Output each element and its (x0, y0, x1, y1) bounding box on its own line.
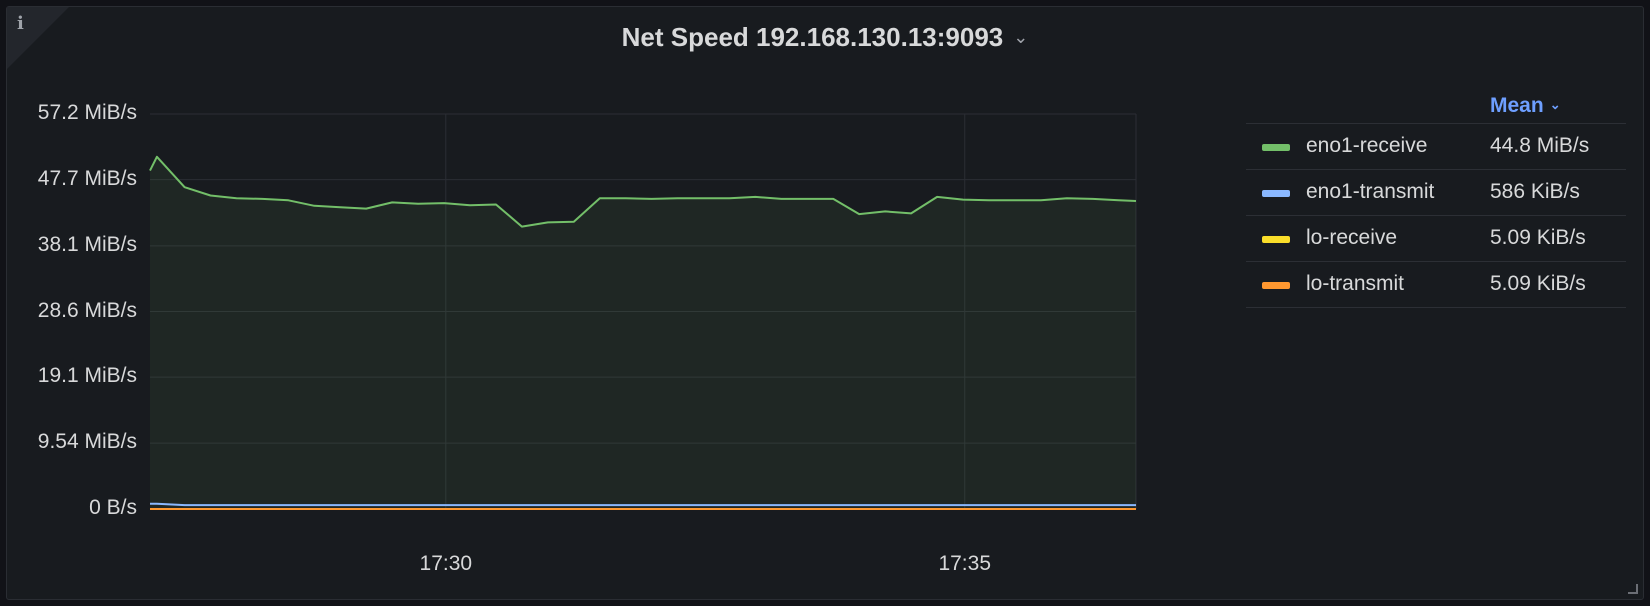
legend-swatch-icon (1262, 144, 1290, 151)
y-tick-label: 28.6 MiB/s (37, 298, 137, 322)
legend-item-mean: 5.09 KiB/s (1490, 272, 1586, 295)
sort-chevron-icon: ⌄ (1549, 97, 1561, 112)
resize-handle-icon[interactable] (1628, 584, 1638, 594)
series-line-eno1-receive (149, 155, 1137, 228)
y-tick-label: 19.1 MiB/s (37, 364, 137, 388)
graph-panel: i (6, 6, 1644, 600)
x-tick-label: 17:35 (938, 552, 992, 575)
legend-mean-header[interactable]: Mean ⌄ (1490, 94, 1561, 118)
chevron-down-icon[interactable]: ⌄ (1013, 27, 1029, 47)
legend-item[interactable]: lo-receive 5.09 KiB/s (1246, 215, 1626, 261)
legend-item-name: eno1-receive (1306, 134, 1428, 157)
legend-item-name: lo-transmit (1306, 272, 1405, 295)
y-tick-label: 9.54 MiB/s (37, 430, 137, 454)
legend-swatch-icon (1262, 236, 1290, 243)
legend-item[interactable]: eno1-transmit 586 KiB/s (1246, 169, 1626, 215)
y-tick-label: 38.1 MiB/s (37, 232, 137, 256)
legend-item[interactable]: eno1-receive 44.8 MiB/s (1246, 123, 1626, 169)
series-area-eno1-receive (150, 156, 1136, 510)
legend-swatch-icon (1262, 282, 1290, 289)
panel-title[interactable]: Net Speed 192.168.130.13:9093 (621, 22, 1004, 52)
legend-item[interactable]: lo-transmit 5.09 KiB/s (1246, 261, 1626, 308)
info-icon[interactable]: i (17, 13, 24, 34)
series-layer (149, 155, 1137, 510)
y-tick-label: 0 B/s (89, 496, 137, 519)
legend-swatch-icon (1262, 190, 1290, 197)
legend-item-mean: 5.09 KiB/s (1490, 226, 1586, 249)
legend-item-mean: 44.8 MiB/s (1490, 134, 1590, 157)
legend-item-mean: 586 KiB/s (1490, 180, 1580, 203)
legend: eno1-receive 44.8 MiB/s eno1-transmit 58… (1246, 123, 1626, 308)
x-tick-label: 17:30 (419, 552, 473, 575)
legend-mean-label: Mean (1490, 94, 1544, 117)
series-line-eno1-transmit (150, 502, 1136, 507)
legend-item-name: lo-receive (1306, 226, 1398, 249)
panel-info-corner[interactable] (7, 7, 69, 69)
y-tick-label: 57.2 MiB/s (37, 101, 137, 124)
legend-item-name: eno1-transmit (1306, 180, 1435, 203)
grid (150, 113, 1137, 510)
panel-header: Net Speed 192.168.130.13:9093 ⌄ (0, 22, 1650, 53)
y-tick-label: 47.7 MiB/s (37, 166, 137, 190)
